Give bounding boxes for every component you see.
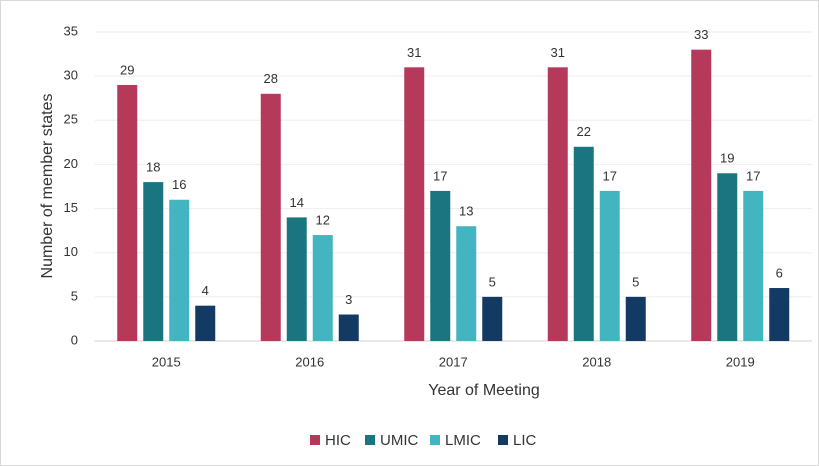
bar — [260, 93, 281, 341]
x-tick-label: 2015 — [152, 354, 181, 369]
x-tick-label: 2016 — [295, 354, 324, 369]
data-label: 17 — [746, 168, 760, 183]
y-tick-label: 15 — [64, 200, 78, 215]
data-label: 13 — [459, 204, 473, 219]
x-tick-label: 2017 — [439, 354, 468, 369]
data-label: 31 — [551, 45, 565, 60]
y-tick-label: 5 — [71, 288, 78, 303]
x-tick-label: 2018 — [582, 354, 611, 369]
bar — [286, 217, 307, 341]
data-label: 22 — [577, 124, 591, 139]
bar — [404, 67, 425, 342]
bar — [312, 235, 333, 341]
data-label: 6 — [776, 265, 783, 280]
bar — [482, 296, 503, 341]
y-tick-label: 20 — [64, 156, 78, 171]
bar — [338, 314, 359, 341]
data-label: 4 — [202, 283, 209, 298]
y-tick-label: 0 — [71, 332, 78, 347]
bar — [573, 146, 594, 341]
legend-swatch — [430, 435, 440, 445]
y-tick-label: 35 — [64, 23, 78, 38]
bar — [169, 199, 190, 341]
data-label: 31 — [407, 45, 421, 60]
data-label: 28 — [264, 71, 278, 86]
y-tick-label: 30 — [64, 68, 78, 83]
bar — [691, 49, 712, 342]
bar — [430, 190, 451, 341]
data-label: 3 — [345, 292, 352, 307]
bar — [117, 84, 138, 341]
y-tick-label: 10 — [64, 244, 78, 259]
legend-label: HIC — [325, 432, 351, 449]
data-label: 16 — [172, 177, 186, 192]
bar — [717, 173, 738, 341]
bar — [599, 190, 620, 341]
bar — [456, 226, 477, 341]
x-axis-title: Year of Meeting — [428, 382, 539, 399]
data-label: 29 — [120, 62, 134, 77]
data-label: 17 — [433, 168, 447, 183]
data-label: 18 — [146, 160, 160, 175]
bar — [195, 305, 216, 341]
data-label: 12 — [316, 212, 330, 227]
legend-swatch — [310, 435, 320, 445]
x-tick-label: 2019 — [726, 354, 755, 369]
bar — [743, 190, 764, 341]
bar — [143, 182, 164, 341]
data-label: 14 — [290, 195, 304, 210]
legend-label: LIC — [513, 432, 537, 449]
data-label: 5 — [489, 274, 496, 289]
y-axis-title: Number of member states — [39, 94, 56, 279]
bar — [769, 288, 790, 341]
legend-swatch — [365, 435, 375, 445]
legend-swatch — [498, 435, 508, 445]
legend-label: UMIC — [380, 432, 418, 449]
bar — [547, 67, 568, 342]
legend-label: LMIC — [445, 432, 481, 449]
data-label: 33 — [694, 27, 708, 42]
data-label: 19 — [720, 151, 734, 166]
bar — [625, 296, 646, 341]
data-label: 5 — [632, 274, 639, 289]
data-label: 17 — [603, 168, 617, 183]
y-tick-label: 25 — [64, 112, 78, 127]
